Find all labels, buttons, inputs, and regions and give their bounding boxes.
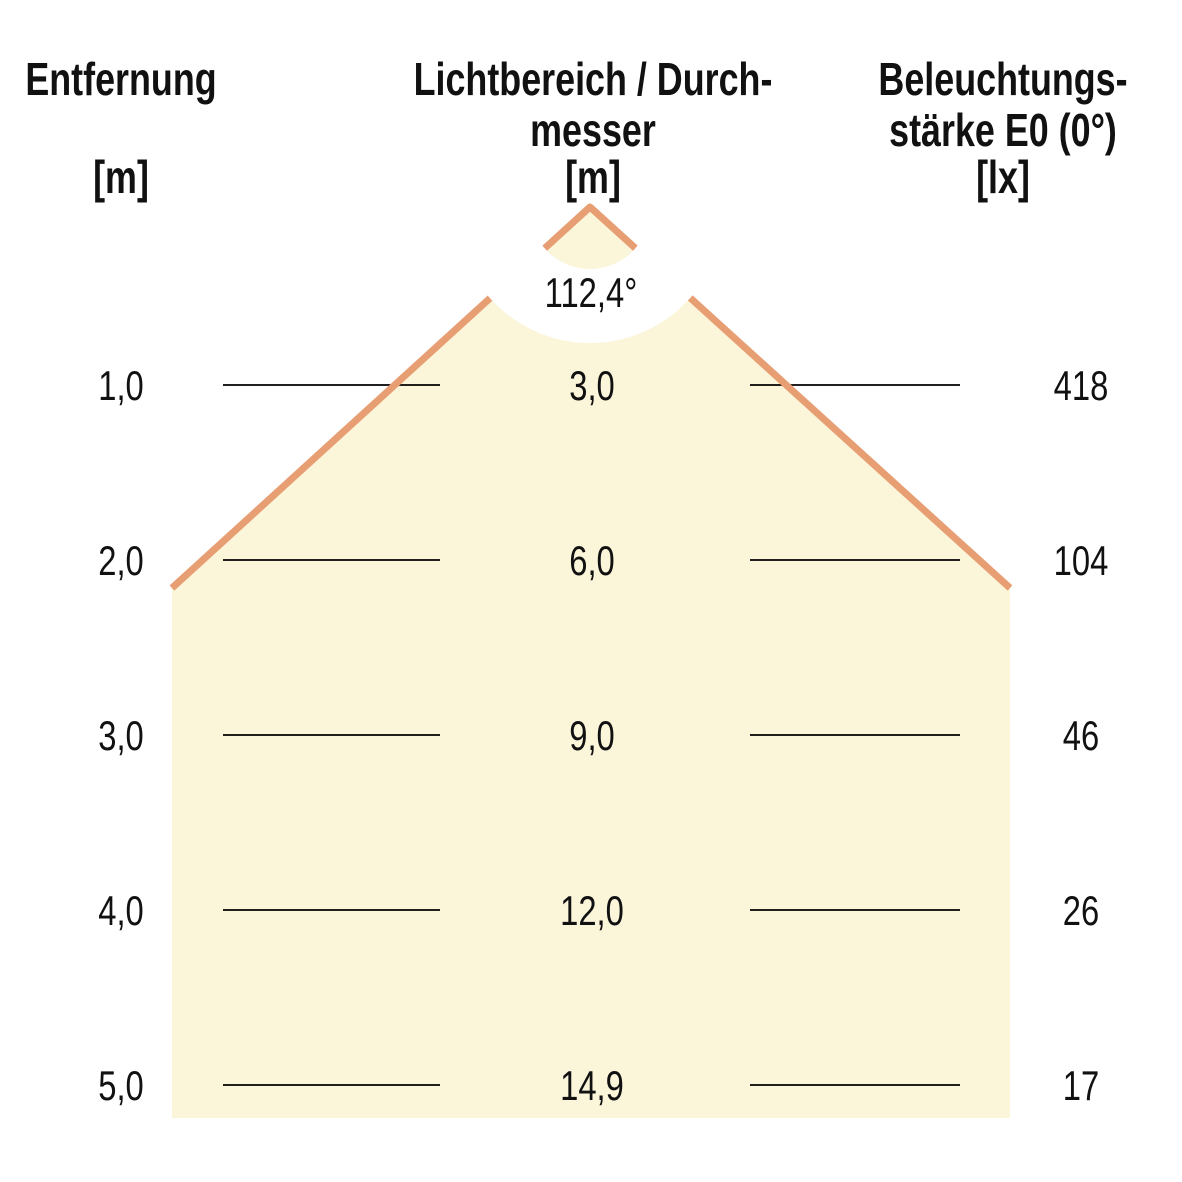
column-unit: [m] <box>93 152 149 203</box>
row-illuminance: 46 <box>1063 712 1099 759</box>
row-illuminance: 104 <box>1054 537 1109 584</box>
column-title: Entfernung <box>25 54 216 105</box>
row-diameter: 6,0 <box>569 537 615 584</box>
row-diameter: 3,0 <box>569 362 615 409</box>
row-distance: 4,0 <box>98 887 144 934</box>
column-title: Beleuchtungs- <box>878 54 1127 105</box>
cone-edges <box>169 203 1013 591</box>
column-unit: [m] <box>565 152 621 203</box>
column-title: stärke E0 (0°) <box>889 105 1117 156</box>
row-distance: 2,0 <box>98 537 144 584</box>
column-header-diameter: Lichtbereich / Durch- messer [m] <box>414 54 773 203</box>
row-distance: 3,0 <box>98 712 144 759</box>
beam-angle-band <box>456 75 724 343</box>
table-row: 5,0 14,9 17 <box>98 1062 1099 1109</box>
light-cone-fill <box>172 207 1010 1118</box>
row-distance: 5,0 <box>98 1062 144 1109</box>
column-title: messer <box>530 105 656 156</box>
beam-angle-label: 112,4° <box>545 269 638 316</box>
row-diameter: 9,0 <box>569 712 615 759</box>
row-illuminance: 26 <box>1063 887 1099 934</box>
table-row: 2,0 6,0 104 <box>98 537 1108 584</box>
column-header-illuminance: Beleuchtungs- stärke E0 (0°) [lx] <box>878 54 1127 203</box>
table-row: 1,0 3,0 418 <box>98 362 1108 409</box>
row-illuminance: 17 <box>1063 1062 1099 1109</box>
table-row: 4,0 12,0 26 <box>98 887 1099 934</box>
row-diameter: 14,9 <box>560 1062 624 1109</box>
column-title: Lichtbereich / Durch- <box>414 54 773 105</box>
column-header-distance: Entfernung [m] <box>25 54 216 203</box>
row-distance: 1,0 <box>98 362 144 409</box>
column-unit: [lx] <box>976 152 1030 203</box>
row-illuminance: 418 <box>1054 362 1109 409</box>
table-row: 3,0 9,0 46 <box>98 712 1099 759</box>
row-diameter: 12,0 <box>560 887 624 934</box>
